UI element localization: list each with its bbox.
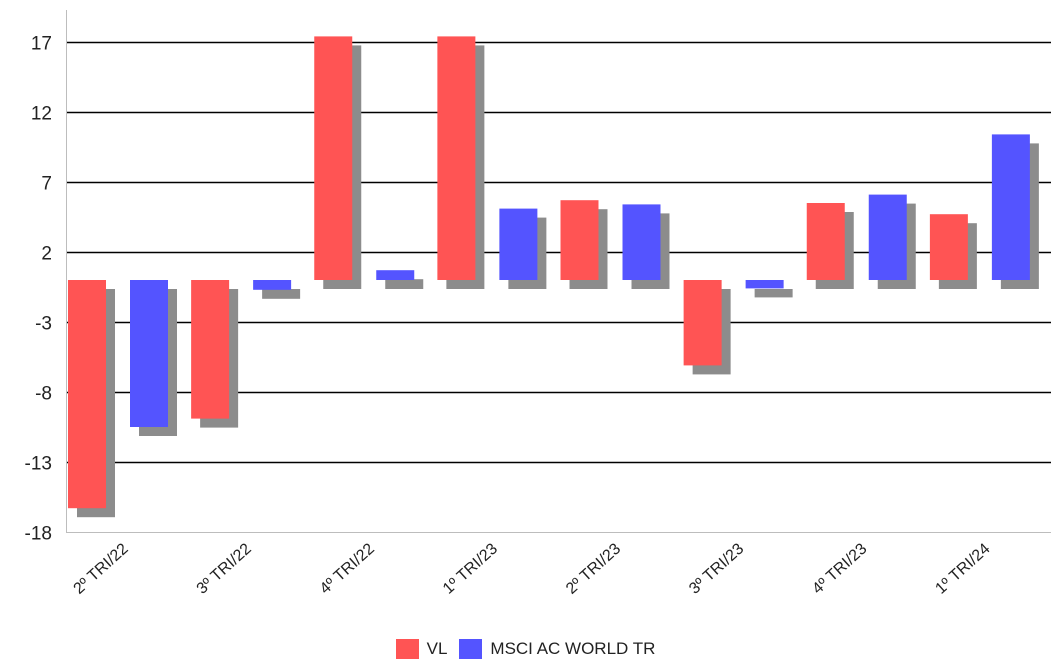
bar-msci-4[interactable]: [622, 204, 661, 280]
bar-msci-6[interactable]: [868, 194, 907, 280]
legend-label-vl: VL: [426, 639, 448, 658]
legend-swatch-msci: [459, 639, 483, 659]
bar-msci-7[interactable]: [991, 134, 1030, 280]
bar-shadow: [262, 289, 301, 299]
bar-msci-1[interactable]: [253, 280, 292, 290]
x-tick-label: 2º TRI/23: [563, 540, 624, 597]
bar-shadow: [754, 289, 793, 298]
x-tick-label: 4º TRI/23: [809, 540, 870, 597]
bar-msci-5[interactable]: [745, 280, 784, 289]
bar-msci-0[interactable]: [130, 280, 168, 427]
bar-shadow: [385, 279, 424, 289]
bar-vl-3[interactable]: [437, 36, 476, 281]
y-tick-label: 7: [41, 174, 52, 195]
y-tick-label: 2: [41, 244, 52, 265]
bar-vl-4[interactable]: [560, 200, 599, 280]
y-tick-label: 12: [31, 104, 52, 125]
bar-vl-0[interactable]: [68, 280, 106, 509]
bar-vl-5[interactable]: [683, 280, 722, 366]
y-tick-label: -18: [25, 524, 52, 545]
legend-label-msci: MSCI AC WORLD TR: [490, 639, 656, 658]
bars: [68, 36, 1030, 509]
y-tick-label: -13: [25, 454, 52, 475]
bar-vl-1[interactable]: [191, 280, 230, 419]
bar-vl-7[interactable]: [929, 214, 968, 280]
legend-item-msci[interactable]: MSCI AC WORLD TR: [459, 639, 655, 659]
y-tick-label: 17: [31, 34, 52, 55]
legend-swatch-vl: [395, 639, 419, 659]
legend: VL MSCI AC WORLD TR: [0, 639, 1051, 659]
y-tick-label: -8: [35, 384, 52, 405]
bar-vl-2[interactable]: [314, 36, 353, 281]
x-tick-label: 3º TRI/22: [194, 540, 255, 597]
bar-msci-2[interactable]: [376, 270, 415, 280]
y-tick-labels: 17 12 7 2 -3 -8 -13 -18: [25, 34, 52, 545]
x-tick-label: 4º TRI/22: [317, 540, 378, 597]
x-tick-label: 1º TRI/24: [932, 540, 993, 597]
bar-msci-3[interactable]: [499, 208, 538, 280]
x-tick-label: 1º TRI/23: [440, 540, 501, 597]
bar-vl-6[interactable]: [806, 203, 845, 280]
y-tick-label: -3: [35, 314, 52, 335]
axes: [66, 10, 1051, 533]
x-tick-label: 2º TRI/22: [71, 540, 132, 597]
x-tick-label: 3º TRI/23: [686, 540, 747, 597]
x-tick-labels: 2º TRI/22 3º TRI/22 4º TRI/22 1º TRI/23 2º T…: [71, 540, 994, 597]
legend-item-vl[interactable]: VL: [395, 639, 448, 659]
